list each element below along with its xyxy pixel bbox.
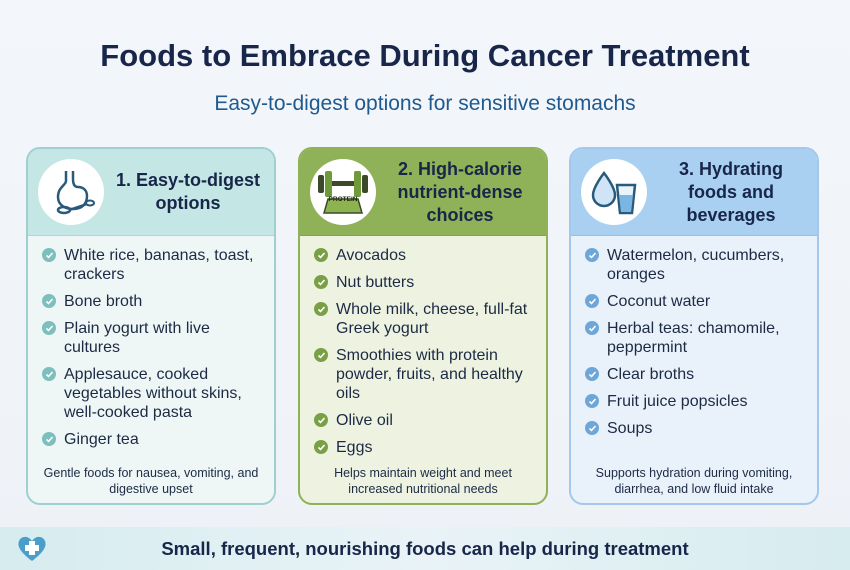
item-text: Ginger tea [64, 431, 139, 448]
subtitle: Easy-to-digest options for sensitive sto… [214, 92, 636, 115]
card-note: Supports hydration during vomiting, diar… [595, 466, 793, 496]
check-icon [42, 248, 56, 262]
item-text: Whole milk, cheese, full-fat Greek yogur… [336, 301, 528, 337]
check-icon [314, 348, 328, 362]
item-text: Soups [607, 420, 653, 437]
item: Applesauce, cooked vegetables without sk… [42, 365, 262, 422]
check-icon [585, 248, 599, 262]
item-list: White rice, bananas, toast, crackers Bone… [28, 246, 274, 449]
heart-icon [18, 536, 46, 561]
card: 3. Hydrating foods and beverages Watermel… [569, 147, 819, 505]
card-note: Gentle foods for nausea, vomiting, and d… [43, 466, 259, 496]
item-text: Avocados [336, 247, 406, 264]
card: PROTEIN 2. High-calorie nutrient-dense ch… [298, 147, 548, 505]
item: Avocados [314, 246, 534, 265]
card-header: 1. Easy-to-digest options [28, 149, 274, 236]
item-list: Watermelon, cucumbers, oranges Coconut wa… [571, 246, 817, 438]
card-title: 2. High-calorie nutrient-dense choices [397, 158, 523, 225]
card-icon [38, 159, 104, 225]
item-text: White rice, bananas, toast, crackers [64, 247, 254, 283]
item-text: Herbal teas: chamomile, peppermint [607, 320, 780, 356]
item-text: Plain yogurt with live cultures [64, 320, 210, 356]
item: Watermelon, cucumbers, oranges [585, 246, 805, 284]
item-list: Avocados Nut butters Whole milk, cheese, f… [300, 246, 546, 457]
card-title: 3. Hydrating foods and beverages [678, 158, 784, 225]
check-icon [42, 321, 56, 335]
item-text: Applesauce, cooked vegetables without sk… [64, 366, 242, 421]
item-text: Bone broth [64, 293, 143, 310]
item: Smoothies with protein powder, fruits, a… [314, 346, 534, 403]
item: Eggs [314, 438, 534, 457]
icon-label: PROTEIN [328, 196, 358, 203]
item: Clear broths [585, 365, 805, 384]
item-text: Clear broths [607, 366, 695, 383]
item-text: Watermelon, cucumbers, oranges [607, 247, 785, 283]
item-text: Coconut water [607, 293, 711, 310]
card-header: PROTEIN 2. High-calorie nutrient-dense ch… [300, 149, 546, 236]
card-icon: PROTEIN [310, 159, 376, 225]
title: Foods to Embrace During Cancer Treatment [100, 38, 750, 73]
check-icon [585, 321, 599, 335]
check-icon [314, 413, 328, 427]
card: 1. Easy-to-digest options White rice, ban… [26, 147, 276, 505]
check-icon [314, 302, 328, 316]
item-text: Smoothies with protein powder, fruits, a… [336, 347, 523, 402]
item-text: Eggs [336, 439, 373, 456]
item: Nut butters [314, 273, 534, 292]
card-title: 1. Easy-to-digest options [115, 170, 261, 213]
check-icon [585, 294, 599, 308]
card-icon [581, 159, 647, 225]
check-icon [42, 367, 56, 381]
item: Soups [585, 419, 805, 438]
item: Herbal teas: chamomile, peppermint [585, 319, 805, 357]
check-icon [314, 248, 328, 262]
check-icon [42, 294, 56, 308]
item: Whole milk, cheese, full-fat Greek yogur… [314, 300, 534, 338]
item-text: Nut butters [336, 274, 415, 291]
check-icon [314, 440, 328, 454]
check-icon [42, 432, 56, 446]
item: Bone broth [42, 292, 262, 311]
item: Olive oil [314, 411, 534, 430]
item: White rice, bananas, toast, crackers [42, 246, 262, 284]
check-icon [585, 394, 599, 408]
card-header: 3. Hydrating foods and beverages [571, 149, 817, 236]
item-text: Fruit juice popsicles [607, 393, 748, 410]
item: Fruit juice popsicles [585, 392, 805, 411]
check-icon [585, 421, 599, 435]
item: Ginger tea [42, 430, 262, 449]
check-icon [585, 367, 599, 381]
card-note: Helps maintain weight and meet increased… [334, 466, 512, 496]
item: Plain yogurt with live cultures [42, 319, 262, 357]
banner: Small, frequent, nourishing foods can he… [0, 527, 850, 570]
item-text: Olive oil [336, 412, 393, 429]
banner-text: Small, frequent, nourishing foods can he… [161, 537, 689, 559]
check-icon [314, 275, 328, 289]
item: Coconut water [585, 292, 805, 311]
